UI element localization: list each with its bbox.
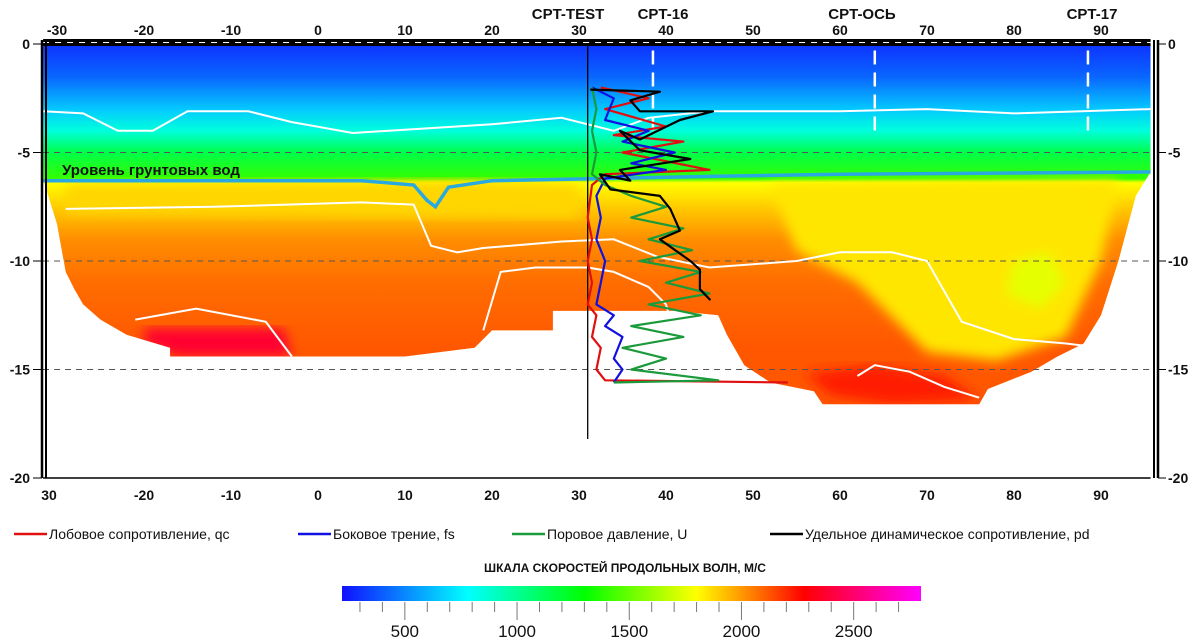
y-tick-right: -20 bbox=[1168, 470, 1188, 486]
velocity-zone bbox=[65, 180, 579, 218]
legend-label: Поровое давление, U bbox=[547, 526, 687, 542]
velocity-field bbox=[43, 44, 1151, 405]
x-tick-top: -10 bbox=[221, 22, 241, 38]
colorbar-tick-label: 2000 bbox=[723, 622, 761, 639]
colorbar-title: ШКАЛА СКОРОСТЕЙ ПРОДОЛЬНЫХ ВОЛН, М/С bbox=[484, 560, 766, 575]
x-tick-top: 20 bbox=[484, 22, 500, 38]
x-tick-top: 50 bbox=[745, 22, 761, 38]
colorbar: 500 1000 1500 2000 2500 bbox=[342, 586, 921, 641]
y-tick-left: -5 bbox=[18, 145, 31, 161]
colorbar-tick-label: 2500 bbox=[835, 622, 873, 639]
x-tick-bottom: 50 bbox=[745, 487, 761, 503]
x-tick-top: 90 bbox=[1093, 22, 1109, 38]
y-tick-left: -20 bbox=[10, 470, 30, 486]
cpt-curve-1 bbox=[591, 86, 676, 384]
cpt-label: CPT-TEST bbox=[532, 6, 605, 23]
cpt-label: CPT-ОСЬ bbox=[828, 6, 896, 23]
x-tick-bottom: 60 bbox=[832, 487, 848, 503]
x-tick-bottom: 10 bbox=[397, 487, 413, 503]
y-tick-left: -10 bbox=[10, 253, 30, 269]
cpt-label: CPT-16 bbox=[638, 6, 689, 23]
cpt-curve-2 bbox=[590, 87, 720, 384]
x-tick-bottom: 0 bbox=[314, 487, 322, 503]
x-tick-top: -30 bbox=[47, 22, 67, 38]
y-tick-left: -15 bbox=[10, 362, 30, 378]
colorbar-gradient bbox=[342, 586, 921, 601]
x-tick-top: 0 bbox=[314, 22, 322, 38]
x-tick-top: 80 bbox=[1006, 22, 1022, 38]
x-tick-bottom: 30 bbox=[41, 487, 57, 503]
colorbar-tick-label: 1000 bbox=[498, 622, 536, 639]
x-tick-top: 60 bbox=[832, 22, 848, 38]
x-tick-bottom: 70 bbox=[919, 487, 935, 503]
axes: -30 30 -20 -20 -10 -10 0 0 10 10 20 20 30 30 40 40 50 50 6… bbox=[10, 6, 1189, 503]
legend-label: Лобовое сопротивление, qc bbox=[49, 526, 230, 542]
x-tick-bottom: 80 bbox=[1006, 487, 1022, 503]
groundwater-line bbox=[43, 170, 1151, 210]
x-tick-bottom: -10 bbox=[221, 487, 241, 503]
contour-line bbox=[43, 108, 1151, 135]
velocity-zone bbox=[1005, 252, 1067, 309]
x-tick-bottom: 30 bbox=[571, 487, 587, 503]
x-tick-bottom: 20 bbox=[484, 487, 500, 503]
y-tick-right: 0 bbox=[1168, 36, 1176, 52]
x-tick-top: 10 bbox=[397, 22, 413, 38]
y-tick-left: 0 bbox=[22, 36, 30, 52]
cpt-curves bbox=[586, 44, 788, 439]
legend: Лобовое сопротивление, qc Боковое трение,… bbox=[14, 526, 1090, 542]
y-tick-right: -10 bbox=[1168, 253, 1188, 269]
cpt-curve-0 bbox=[586, 86, 788, 384]
legend-label: Боковое трение, fs bbox=[333, 526, 455, 542]
velocity-zone bbox=[144, 328, 292, 357]
x-tick-top: -20 bbox=[134, 22, 154, 38]
groundwater-label: Уровень грунтовых вод bbox=[62, 162, 240, 179]
x-tick-top: 70 bbox=[919, 22, 935, 38]
x-tick-bottom: -20 bbox=[134, 487, 154, 503]
x-tick-bottom: 40 bbox=[658, 487, 674, 503]
colorbar-tick-label: 500 bbox=[391, 622, 419, 639]
x-tick-top: 40 bbox=[658, 22, 674, 38]
contour-line bbox=[482, 266, 685, 357]
y-tick-right: -15 bbox=[1168, 362, 1188, 378]
legend-label: Удельное динамическое сопротивление, pd bbox=[805, 526, 1090, 542]
contour-line bbox=[135, 307, 293, 358]
cpt-label: CPT-17 bbox=[1067, 6, 1118, 23]
velocity-zone bbox=[770, 180, 1119, 361]
x-tick-bottom: 90 bbox=[1093, 487, 1109, 503]
cpt-curve-3 bbox=[590, 88, 715, 301]
colorbar-tick-label: 1500 bbox=[610, 622, 648, 639]
contour-line bbox=[856, 364, 980, 399]
x-tick-top: 30 bbox=[571, 22, 587, 38]
velocity-zone bbox=[805, 365, 980, 405]
y-tick-right: -5 bbox=[1168, 145, 1181, 161]
